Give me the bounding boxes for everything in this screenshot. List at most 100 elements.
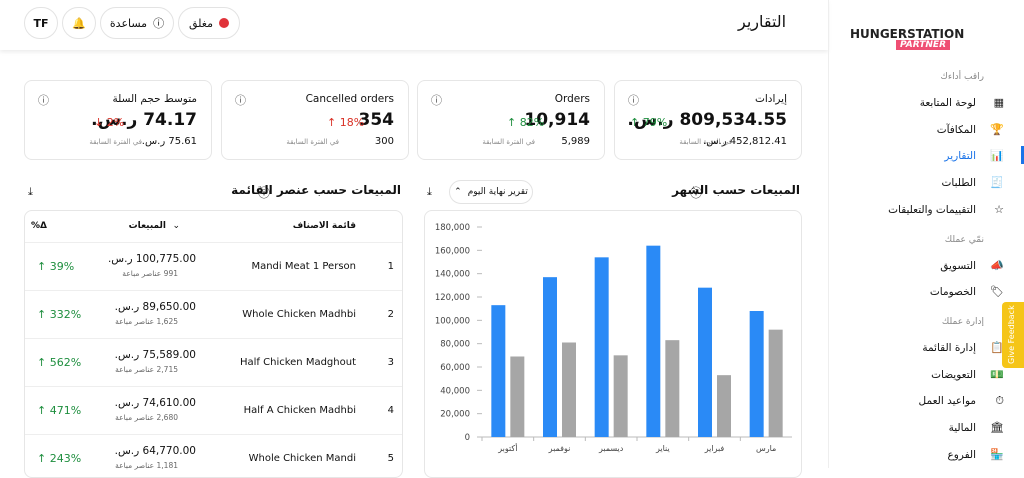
kpi-prev-label: في الفترة السابقة: [89, 138, 142, 146]
nav-item[interactable]: التسويق: [940, 259, 976, 272]
status-button[interactable]: مغلق: [178, 7, 240, 39]
bar: [665, 340, 680, 437]
avatar[interactable]: TF: [24, 7, 58, 39]
x-tick-label: مارس: [756, 444, 776, 453]
item-name: Half A Chicken Madhbi: [243, 405, 356, 416]
y-tick-label: 20,000: [440, 410, 470, 420]
nav-icon: ⏱: [995, 394, 1004, 408]
section-label: راقب أداءك: [940, 72, 984, 82]
header: [0, 0, 828, 50]
delta: ↑ 243%: [37, 452, 82, 465]
row-divider: [25, 386, 402, 387]
items-sold: 1,625 عناصر مباعة: [115, 317, 178, 326]
y-tick-label: 60,000: [440, 363, 470, 373]
item-name: Mandi Meat 1 Person: [251, 261, 356, 272]
x-tick-label: ديسمبر: [598, 444, 624, 453]
kpi-prev-label: في الفترة السابقة: [286, 138, 339, 146]
help-button[interactable]: مساعدة ⓘ: [100, 7, 174, 39]
sales: 100,775.00 ر.س.: [107, 253, 196, 265]
row-divider: [25, 434, 402, 435]
kpi-card: [417, 80, 605, 160]
page-title: التقارير: [738, 12, 787, 31]
delta: ↑ 471%: [37, 404, 82, 417]
y-tick-label: 40,000: [440, 386, 470, 396]
help-label: مساعدة: [109, 16, 148, 30]
bar: [749, 311, 764, 437]
sales: 75,589.00 ر.س.: [114, 349, 196, 361]
section-label: إدارة عملك: [941, 316, 984, 327]
x-tick-label: فبراير: [704, 444, 725, 453]
nav-item[interactable]: الفروع: [947, 448, 976, 461]
kpi-prev: 75.61 ر.س.: [141, 136, 197, 147]
item-name: Whole Chicken Madhbi: [242, 309, 356, 320]
kpi-value: 354: [358, 110, 395, 130]
item-name: Whole Chicken Mandi: [248, 453, 356, 464]
nav-item[interactable]: التقارير: [944, 150, 976, 163]
feedback-tab[interactable]: Give Feedback: [1002, 302, 1024, 368]
feedback-label: Give Feedback: [1007, 305, 1016, 364]
delta-value: 39%: [49, 260, 75, 273]
y-tick-label: 120,000: [435, 293, 470, 303]
y-tick-label: 140,000: [435, 270, 470, 280]
nav-item[interactable]: الطلبات: [941, 177, 976, 190]
kpi-change-value: 18%: [339, 116, 365, 129]
nav-item[interactable]: المكافآت: [936, 123, 976, 136]
kpi-value: 74.17 ر.س.: [91, 110, 197, 130]
y-tick-label: 100,000: [435, 316, 470, 326]
info-icon: ⓘ: [431, 94, 442, 107]
kpi-value: 809,534.55 ر.س.: [627, 110, 787, 130]
kpi-change: ↑ 82%: [507, 116, 545, 129]
item-name: Half Chicken Madghout: [240, 357, 356, 368]
nav-item[interactable]: إدارة القائمة: [922, 341, 976, 354]
kpi-title: إيرادات: [754, 93, 787, 105]
active-bar: [1021, 146, 1024, 165]
download-icon[interactable]: ⤓: [427, 185, 432, 198]
chart-card: [424, 210, 802, 478]
info-icon: ⓘ: [628, 94, 639, 107]
column-header: قائمة الاصناف: [292, 221, 356, 231]
section-label: نمّي عملك: [944, 234, 984, 245]
delta: ↑ 562%: [37, 356, 82, 369]
chart-title: المبيعات حسب الشهر: [672, 183, 800, 197]
kpi-prev: 452,812.41 ر.س.: [703, 136, 787, 147]
nav-item[interactable]: الخصومات: [929, 286, 976, 299]
nav-icon: ☆: [994, 202, 1004, 216]
items-sold: 2,680 عناصر مباعة: [115, 413, 178, 422]
download-icon[interactable]: ⤓: [28, 185, 33, 198]
dropdown-label: تقرير نهاية اليوم: [467, 187, 528, 197]
chart: 0 20,000 40,000 60,000 80,000 100,000 120,000 1…: [435, 223, 792, 453]
delta-value: 332%: [49, 308, 82, 321]
bar: [543, 277, 557, 437]
kpi-title: Cancelled orders: [305, 93, 394, 105]
y-tick-label: 180,000: [435, 223, 470, 233]
kpi-prev-label: في الفترة السابقة: [679, 138, 732, 146]
kpi-title: Orders: [554, 93, 590, 105]
sales: 64,770.00 ر.س.: [114, 445, 196, 457]
kpi-change: ↑ 79%: [630, 116, 668, 129]
logo: HUNGERSTATION: [850, 27, 965, 41]
kpi-change-value: 79%: [642, 116, 668, 129]
info-icon: ⓘ: [690, 186, 703, 200]
bar: [613, 355, 628, 437]
nav-item[interactable]: التعويضات: [931, 368, 976, 381]
nav-item[interactable]: المالية: [948, 422, 976, 434]
column-header: Δ%: [31, 221, 47, 231]
bar: [594, 257, 609, 437]
bar: [646, 245, 661, 437]
nav-icon: 🧾: [990, 176, 1004, 190]
sales: 89,650.00 ر.س.: [114, 301, 196, 313]
nav-icon: 🏆: [990, 122, 1004, 136]
report-dropdown[interactable]: ⌃ تقرير نهاية اليوم: [449, 180, 533, 204]
nav-icon: 📣: [990, 258, 1004, 272]
nav-item[interactable]: مواعيد العمل: [918, 395, 976, 408]
bell[interactable]: 🔔: [62, 7, 96, 39]
delta: ↑ 332%: [37, 308, 82, 321]
nav-item[interactable]: التقييمات والتعليقات: [888, 203, 976, 216]
delta-value: 243%: [49, 452, 82, 465]
kpi-change: ↓ 2%: [94, 116, 125, 129]
nav-item[interactable]: لوحة المتابعة: [919, 97, 976, 109]
info-icon: ⓘ: [235, 94, 246, 107]
delta-value: 562%: [49, 356, 82, 369]
delta: ↑ 39%: [37, 260, 75, 273]
